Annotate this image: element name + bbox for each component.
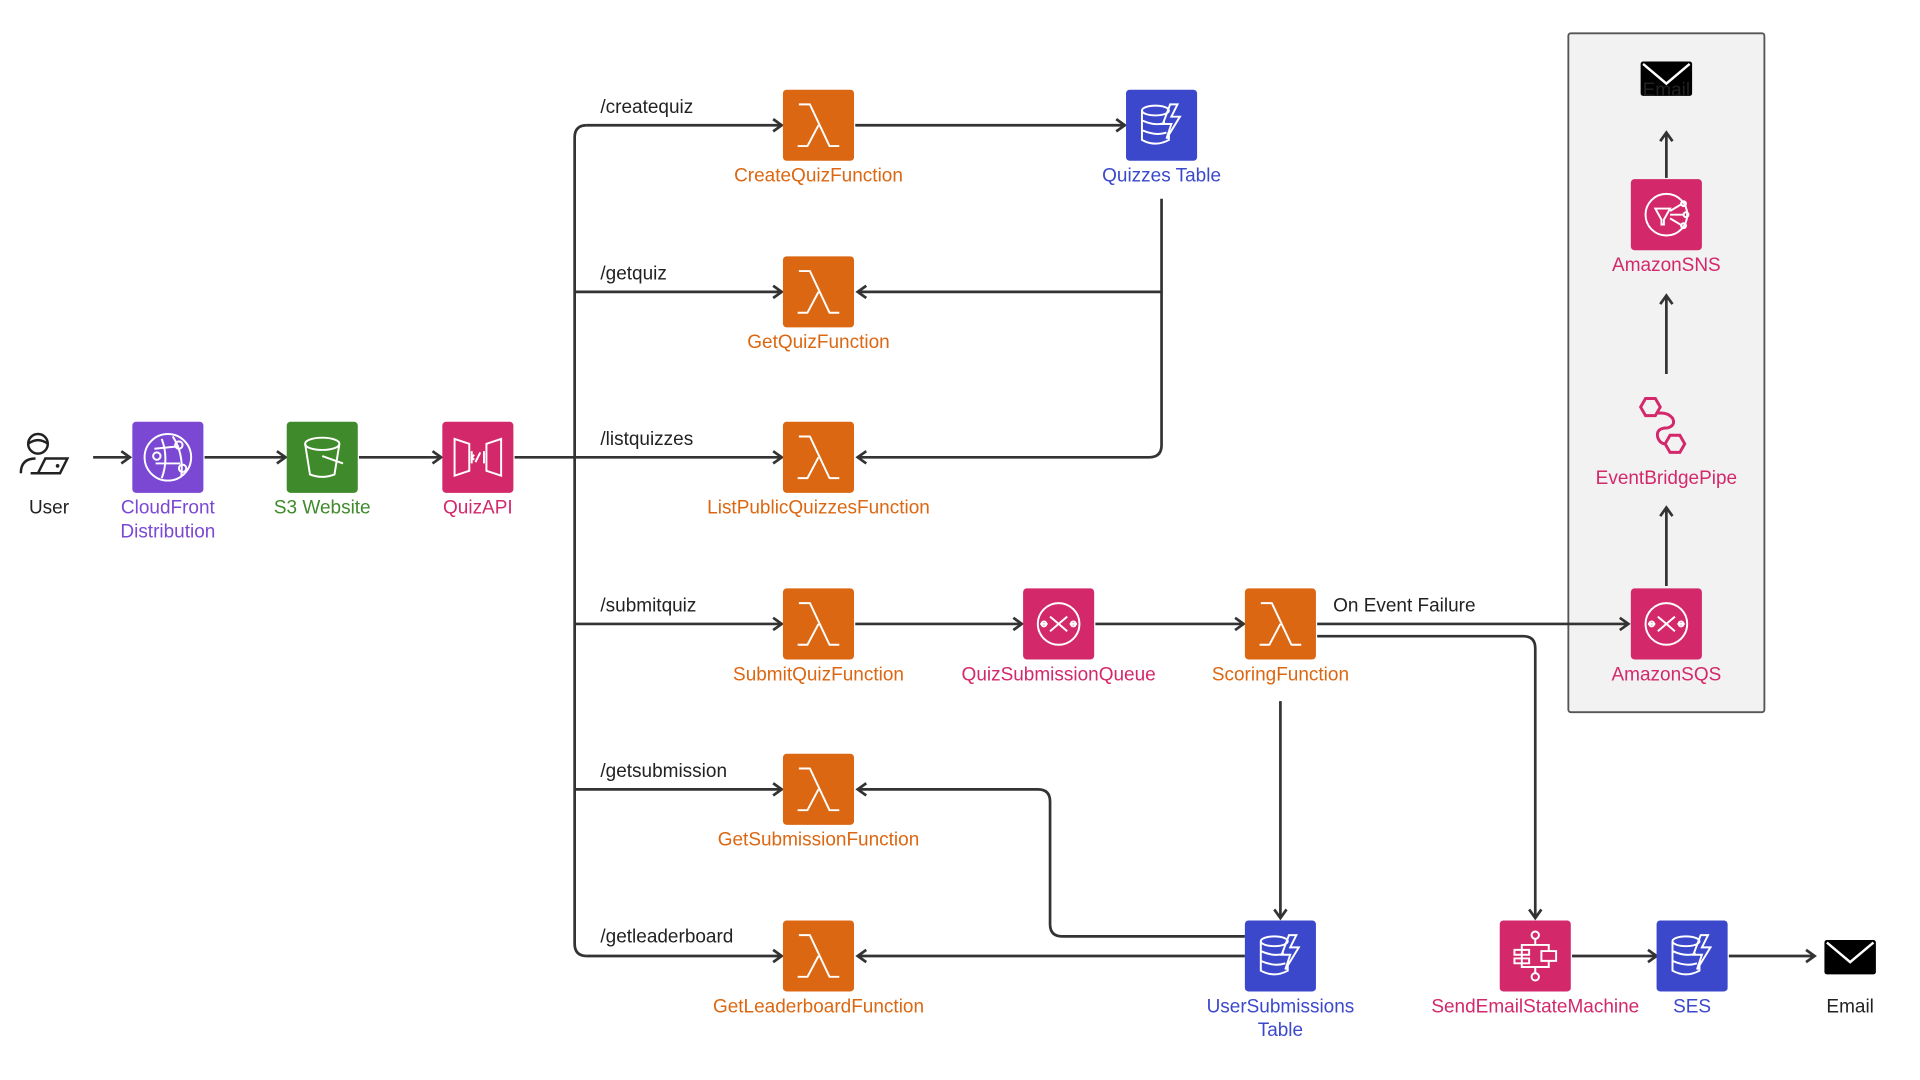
cloudfront-icon	[143, 433, 193, 482]
service-box	[1656, 920, 1728, 992]
node-label: EventBridgePipe	[1596, 468, 1737, 489]
service-box	[1499, 920, 1571, 992]
node-getleaderboard: GetLeaderboardFunction	[713, 920, 924, 1017]
node-label: GetLeaderboardFunction	[713, 996, 924, 1017]
node-sns: AmazonSNS	[1612, 179, 1721, 276]
service-box	[132, 421, 204, 493]
node-label: AmazonSNS	[1612, 255, 1721, 276]
edge-table-listquizzes	[855, 198, 1163, 465]
node-label: S3 Website	[274, 498, 371, 519]
route-label-createquiz: /createquiz	[600, 97, 693, 118]
node-sqs_dlq: AmazonSQS	[1611, 588, 1721, 685]
route-label-getleaderboard: /getleaderboard	[600, 927, 733, 948]
lambda-icon	[797, 435, 840, 480]
node-getsubmission: GetSubmissionFunction	[718, 753, 920, 851]
node-label: AmazonSQS	[1611, 664, 1721, 685]
node-label: Quizzes Table	[1102, 166, 1221, 187]
node-label: QuizSubmissionQueue	[962, 664, 1156, 685]
node-ses: SES	[1656, 920, 1728, 1017]
envelope-icon	[1824, 940, 1876, 975]
failure-label: On Event Failure	[1333, 596, 1475, 617]
dynamodb-icon	[1671, 934, 1713, 976]
node-email_bottom: Email	[1824, 940, 1876, 1017]
node-label: GetSubmissionFunction	[718, 830, 920, 851]
node-label: CreateQuizFunction	[734, 166, 903, 187]
node-submissionstable: UserSubmissions Table	[1207, 920, 1355, 1041]
service-box	[782, 588, 855, 660]
node-s3: S3 Website	[274, 421, 371, 519]
edge-trunk	[573, 123, 587, 958]
node-listquizzes: ListPublicQuizzesFunction	[707, 421, 930, 519]
edge-submissions-getsubmission	[855, 782, 1245, 938]
dynamodb-icon	[1140, 103, 1182, 145]
node-createquiz: CreateQuizFunction	[734, 89, 903, 187]
node-scoring: ScoringFunction	[1212, 588, 1349, 685]
eventbridge-pipe-icon	[1638, 397, 1687, 454]
node-label: ListPublicQuizzesFunction	[707, 498, 930, 519]
node-statemachine: SendEmailStateMachine	[1431, 920, 1639, 1017]
node-label: Email	[1826, 996, 1873, 1017]
node-label: CloudFront	[121, 498, 216, 519]
step-functions-icon	[1513, 930, 1558, 982]
node-label: Distribution	[120, 522, 215, 543]
service-box	[286, 421, 358, 493]
node-email_top: Email	[1640, 61, 1693, 101]
node-quizzestable: Quizzes Table	[1102, 89, 1221, 187]
node-label: User	[29, 498, 69, 519]
node-user: User	[19, 432, 70, 519]
route-label-submitquiz: /submitquiz	[600, 596, 696, 617]
nodes: User CloudFront Distribution S3 Website Quiz…	[19, 61, 1876, 1041]
node-label: SES	[1673, 996, 1711, 1017]
envelope-icon	[1640, 61, 1693, 96]
node-label: Table	[1258, 1020, 1303, 1041]
service-box	[782, 753, 855, 825]
service-box	[1244, 588, 1316, 660]
route-label-getsubmission: /getsubmission	[600, 761, 727, 782]
sqs-icon	[1644, 602, 1689, 646]
lambda-icon	[797, 934, 840, 978]
route-label-listquizzes: /listquizzes	[600, 429, 693, 450]
lambda-icon	[797, 103, 840, 148]
sns-icon	[1644, 192, 1690, 237]
node-getquiz: GetQuizFunction	[747, 256, 890, 353]
api-gateway-icon	[453, 437, 503, 478]
edge-scoring-statemachine	[1317, 634, 1543, 921]
node-label: QuizAPI	[443, 498, 513, 519]
node-label: SubmitQuizFunction	[733, 664, 904, 685]
edges	[93, 118, 1817, 964]
lambda-icon	[1259, 602, 1302, 646]
node-label: SendEmailStateMachine	[1431, 996, 1639, 1017]
dynamodb-icon	[1259, 934, 1301, 976]
node-submitquiz: SubmitQuizFunction	[733, 588, 904, 685]
node-label: UserSubmissions	[1207, 996, 1355, 1017]
service-box	[782, 256, 855, 328]
node-cloudfront: CloudFront Distribution	[120, 421, 216, 543]
user-laptop-icon	[19, 432, 70, 475]
node-queue: QuizSubmissionQueue	[962, 588, 1156, 685]
service-box	[1244, 920, 1316, 992]
lambda-icon	[797, 602, 840, 646]
route-label-getquiz: /getquiz	[600, 264, 667, 285]
sqs-icon	[1036, 602, 1081, 646]
service-box	[1126, 89, 1198, 161]
s3-bucket-icon	[304, 436, 344, 478]
node-api: QuizAPI	[442, 421, 514, 519]
lambda-icon	[797, 270, 840, 314]
node-label: GetQuizFunction	[747, 332, 889, 353]
lambda-icon	[797, 767, 840, 812]
node-pipe: EventBridgePipe	[1596, 397, 1737, 489]
node-label: ScoringFunction	[1212, 664, 1349, 685]
edge-labels: /createquiz /getquiz /listquizzes /submi…	[600, 97, 1475, 948]
node-label: Email	[1643, 80, 1690, 101]
